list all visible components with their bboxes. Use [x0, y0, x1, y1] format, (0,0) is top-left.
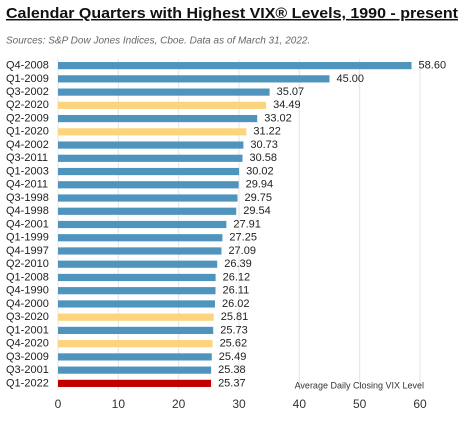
x-tick-label: 40	[293, 397, 307, 411]
value-label: 30.73	[250, 139, 278, 151]
x-tick-label: 0	[55, 397, 62, 411]
bar	[58, 101, 267, 109]
y-tick-label: Q2-2009	[6, 112, 49, 124]
x-tick-label: 30	[232, 397, 246, 411]
value-label: 29.54	[243, 205, 271, 217]
bar	[58, 88, 270, 96]
value-label: 26.12	[223, 271, 251, 283]
bar	[58, 181, 239, 189]
bar	[58, 114, 258, 123]
y-tick-label: Q1-1999	[6, 232, 49, 244]
y-tick-label: Q4-2000	[6, 298, 49, 310]
y-tick-label: Q4-2011	[6, 179, 48, 191]
value-label: 33.02	[264, 112, 292, 124]
y-tick-label: Q3-2001	[6, 364, 49, 376]
value-label: 25.37	[218, 377, 246, 389]
value-label: 30.58	[249, 152, 277, 164]
x-tick-label: 20	[172, 397, 186, 411]
bar	[58, 247, 222, 255]
bar	[58, 194, 238, 202]
bar	[58, 167, 240, 176]
y-tick-label: Q1-2008	[6, 271, 49, 283]
bar	[58, 128, 247, 136]
value-label: 27.25	[229, 232, 257, 244]
value-label: 45.00	[337, 73, 365, 85]
y-tick-label: Q2-2010	[6, 258, 49, 270]
bar	[58, 313, 214, 321]
y-tick-label: Q1-2003	[6, 165, 49, 177]
y-tick-label: Q1-2009	[6, 73, 49, 85]
y-tick-label: Q3-2009	[6, 351, 49, 363]
value-label: 25.38	[218, 364, 246, 376]
chart-title: Calendar Quarters with Highest VIX® Leve…	[6, 5, 458, 22]
bar	[58, 207, 237, 215]
value-label: 26.02	[222, 298, 250, 310]
y-tick-label: Q3-2020	[6, 311, 49, 323]
value-label: 27.09	[228, 245, 256, 257]
bar	[58, 287, 216, 295]
y-tick-label: Q1-2022	[6, 377, 49, 389]
x-tick-label: 10	[112, 397, 126, 411]
x-axis-label: Average Daily Closing VIX Level	[295, 380, 424, 390]
bar	[58, 379, 212, 387]
value-label: 26.11	[223, 285, 250, 297]
value-label: 25.81	[221, 311, 249, 323]
value-label: 25.73	[220, 324, 248, 336]
bar	[58, 75, 330, 83]
value-label: 31.22	[253, 126, 281, 138]
bar	[58, 326, 214, 335]
value-label: 26.39	[224, 258, 252, 270]
value-label: 29.75	[244, 192, 272, 204]
bar	[58, 234, 223, 242]
bar	[58, 260, 218, 268]
bar	[58, 340, 213, 348]
y-tick-label: Q4-1997	[6, 245, 49, 257]
y-tick-label: Q4-1998	[6, 205, 49, 217]
y-tick-label: Q1-2020	[6, 126, 49, 138]
y-tick-label: Q3-2011	[6, 152, 48, 164]
bar	[58, 141, 244, 149]
value-label: 25.49	[219, 351, 247, 363]
bar	[58, 366, 212, 374]
bar	[58, 154, 243, 162]
y-tick-label: Q4-1990	[6, 285, 49, 297]
bar	[58, 62, 412, 70]
value-label: 35.07	[277, 86, 305, 98]
chart-subtitle: Sources: S&P Dow Jones Indices, Cboe. Da…	[6, 36, 310, 47]
value-label: 58.60	[419, 60, 447, 72]
value-label: 29.94	[246, 179, 274, 191]
x-tick-label: 50	[353, 397, 367, 411]
value-label: 27.91	[233, 218, 261, 230]
bar	[58, 273, 216, 282]
x-tick-label: 60	[413, 397, 427, 411]
y-tick-label: Q3-1998	[6, 192, 49, 204]
value-label: 34.49	[273, 99, 301, 111]
value-label: 25.62	[220, 338, 248, 350]
y-tick-label: Q3-2002	[6, 86, 49, 98]
y-tick-label: Q2-2020	[6, 99, 49, 111]
y-tick-label: Q4-2020	[6, 338, 49, 350]
y-tick-label: Q4-2001	[6, 218, 49, 230]
y-tick-label: Q1-2001	[6, 324, 49, 336]
bar	[58, 353, 212, 361]
bar	[58, 220, 227, 229]
bar	[58, 300, 215, 308]
y-tick-label: Q4-2008	[6, 60, 49, 72]
y-tick-label: Q4-2002	[6, 139, 49, 151]
value-label: 30.02	[246, 165, 274, 177]
